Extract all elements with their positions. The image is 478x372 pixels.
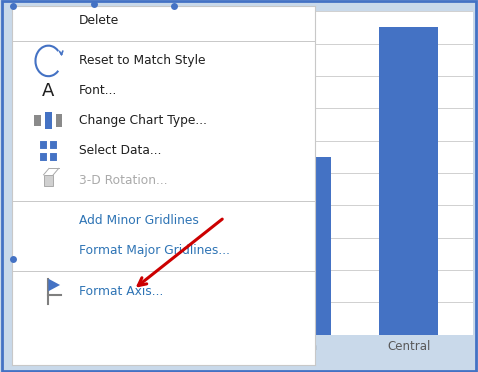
Text: Format Major Gridlines...: Format Major Gridlines... xyxy=(79,244,230,257)
Text: Reset to Match Style: Reset to Match Style xyxy=(79,54,205,67)
Bar xyxy=(379,28,438,335)
Bar xyxy=(45,112,52,129)
Text: A: A xyxy=(42,82,54,100)
Bar xyxy=(55,114,62,127)
Bar xyxy=(39,140,48,150)
Text: Font...: Font... xyxy=(79,84,117,97)
Text: Add Minor Gridlines: Add Minor Gridlines xyxy=(79,215,198,227)
Bar xyxy=(272,157,331,335)
Bar xyxy=(164,68,223,335)
Text: Change Chart Type...: Change Chart Type... xyxy=(79,114,206,127)
Text: 3-D Rotation...: 3-D Rotation... xyxy=(79,174,167,187)
Text: Select Data...: Select Data... xyxy=(79,144,161,157)
Bar xyxy=(43,175,53,186)
Bar xyxy=(34,115,41,126)
Bar xyxy=(39,151,48,161)
Text: Format Axis...: Format Axis... xyxy=(79,285,163,298)
Polygon shape xyxy=(48,279,60,291)
Bar xyxy=(49,140,58,150)
Text: Delete: Delete xyxy=(79,14,119,27)
Bar xyxy=(49,151,58,161)
